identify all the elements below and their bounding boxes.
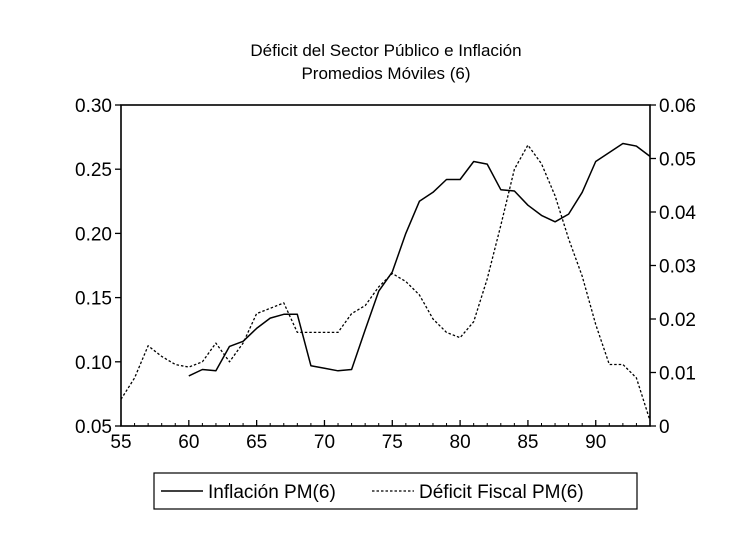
x-tick-label: 90 xyxy=(585,432,606,453)
y-right-tick-label: 0.04 xyxy=(659,203,696,224)
y-left-tick-label: 0.20 xyxy=(75,224,112,245)
series-layer xyxy=(120,142,651,421)
x-tick-label: 80 xyxy=(450,432,471,453)
x-axis: 55 60 65 70 75 80 85 90 xyxy=(110,420,651,453)
y-left-axis: 0.05 0.10 0.15 0.20 0.25 0.30 xyxy=(75,96,121,438)
x-tick-label: 85 xyxy=(517,432,538,453)
legend-label-inflacion: Inflación PM(6) xyxy=(208,482,336,503)
plot-frame xyxy=(120,104,651,427)
y-right-tick-label: 0 xyxy=(659,417,670,438)
y-right-tick-label: 0.02 xyxy=(659,310,696,331)
legend-box xyxy=(153,472,638,510)
x-tick-label: 75 xyxy=(382,432,403,453)
y-right-tick-label: 0.06 xyxy=(659,96,696,117)
series-line-deficit xyxy=(120,144,651,421)
legend-label-deficit: Déficit Fiscal PM(6) xyxy=(419,482,584,503)
chart-title: Déficit del Sector Público e Inflación xyxy=(250,41,521,60)
x-tick-label: 55 xyxy=(110,432,131,453)
y-left-tick-label: 0.10 xyxy=(75,353,112,374)
y-left-tick-label: 0.05 xyxy=(75,417,112,438)
x-tick-label: 65 xyxy=(246,432,267,453)
x-tick-label: 70 xyxy=(314,432,335,453)
y-left-tick-label: 0.30 xyxy=(75,96,112,117)
y-left-tick-label: 0.25 xyxy=(75,160,112,181)
legend: Inflación PM(6) Déficit Fiscal PM(6) xyxy=(153,472,638,510)
y-left-tick-label: 0.15 xyxy=(75,289,112,310)
y-right-axis: 0 0.01 0.02 0.03 0.04 0.05 0.06 xyxy=(650,96,696,438)
chart-subtitle: Promedios Móviles (6) xyxy=(301,64,470,83)
x-tick-label: 60 xyxy=(178,432,199,453)
series-line-inflacion xyxy=(188,142,651,377)
y-right-tick-label: 0.01 xyxy=(659,364,696,385)
y-right-tick-label: 0.03 xyxy=(659,257,696,278)
y-right-tick-label: 0.05 xyxy=(659,150,696,171)
